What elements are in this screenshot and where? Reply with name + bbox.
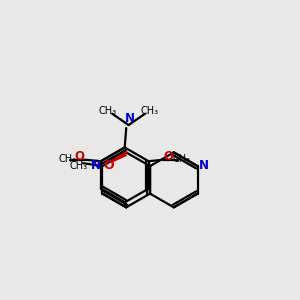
Text: N: N xyxy=(91,159,101,172)
Text: O: O xyxy=(103,159,114,172)
Text: CH₃: CH₃ xyxy=(140,106,158,116)
Text: CH₃: CH₃ xyxy=(172,154,190,164)
Text: O: O xyxy=(75,150,85,163)
Text: N: N xyxy=(199,159,209,172)
Text: CH₃: CH₃ xyxy=(99,106,117,116)
Text: O: O xyxy=(164,150,174,163)
Text: N: N xyxy=(125,112,135,125)
Text: CH₃: CH₃ xyxy=(58,154,76,164)
Text: CH₃: CH₃ xyxy=(70,161,88,171)
